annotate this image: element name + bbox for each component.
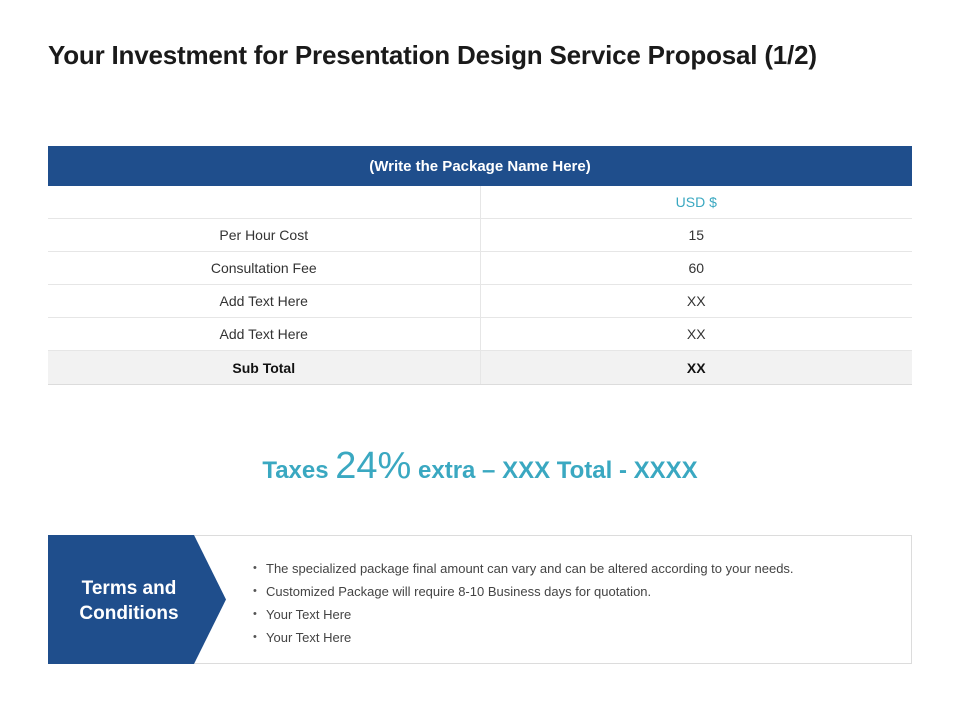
terms-arrow-badge [48, 535, 226, 664]
table-row: Per Hour Cost 15 [48, 218, 912, 252]
taxes-percent: 24% [335, 445, 412, 487]
row-label: Add Text Here [48, 317, 481, 351]
row-value: 15 [480, 218, 912, 252]
subtotal-label: Sub Total [48, 350, 481, 385]
row-label: Per Hour Cost [48, 218, 481, 252]
taxes-summary: Taxes 24% extra – XXX Total - XXXX [48, 440, 912, 497]
table-row: Consultation Fee 60 [48, 251, 912, 285]
currency-row: USD $ [48, 186, 912, 219]
taxes-suffix: extra – XXX Total - XXXX [418, 457, 698, 484]
row-label: Consultation Fee [48, 251, 481, 285]
table-header-row: (Write the Package Name Here) [48, 146, 912, 186]
page-title: Your Investment for Presentation Design … [48, 40, 817, 70]
pricing-table: (Write the Package Name Here) USD $ Per … [48, 146, 912, 385]
taxes-prefix: Taxes [262, 457, 329, 484]
list-item: Your Text Here [253, 603, 794, 626]
table-row: Add Text Here XX [48, 284, 912, 318]
row-value: 60 [480, 251, 912, 285]
row-label: Add Text Here [48, 284, 481, 318]
terms-list: The specialized package final amount can… [253, 557, 794, 649]
currency-row-label [48, 186, 481, 219]
terms-box: Terms and Conditions The specialized pac… [48, 535, 912, 664]
list-item: The specialized package final amount can… [253, 557, 794, 580]
row-value: XX [480, 284, 912, 318]
list-item: Your Text Here [253, 626, 794, 649]
terms-heading: Terms and Conditions [79, 577, 179, 624]
list-item: Customized Package will require 8-10 Bus… [253, 580, 794, 603]
subtotal-row: Sub Total XX [48, 350, 912, 385]
currency-label: USD $ [480, 186, 912, 219]
package-name-header: (Write the Package Name Here) [48, 146, 912, 186]
row-value: XX [480, 317, 912, 351]
subtotal-value: XX [480, 350, 912, 385]
table-row: Add Text Here XX [48, 317, 912, 351]
